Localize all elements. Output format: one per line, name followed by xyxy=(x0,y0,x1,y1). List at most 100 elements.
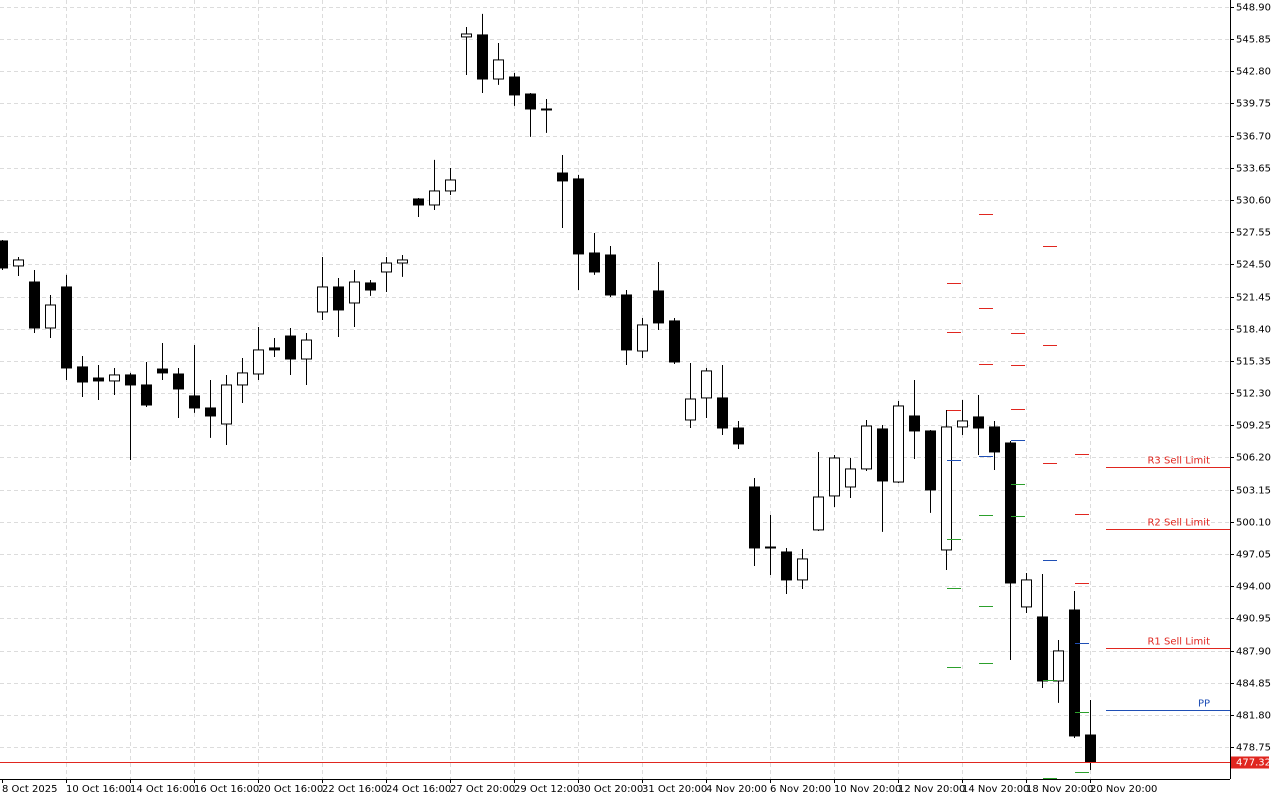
y-tick-label: 524.50 xyxy=(1236,260,1271,271)
candle-body xyxy=(669,320,680,363)
candle-body xyxy=(861,425,872,470)
candle-body xyxy=(445,179,456,192)
candle-body xyxy=(301,339,312,360)
x-tick-label: 14 Oct 16:00 xyxy=(130,784,195,795)
candle-body xyxy=(781,551,792,581)
candle-body xyxy=(365,282,376,291)
y-tick-label: 518.40 xyxy=(1236,325,1271,336)
candle-body xyxy=(909,415,920,432)
candle-body xyxy=(749,486,760,549)
candle-body xyxy=(589,252,600,273)
candle-body xyxy=(13,259,24,267)
y-tick-label: 487.90 xyxy=(1236,647,1271,658)
order-line-label: R2 Sell Limit xyxy=(1147,518,1210,529)
x-tick-label: 10 Oct 16:00 xyxy=(66,784,131,795)
candle-body xyxy=(0,240,8,269)
x-tick-label: 22 Oct 16:00 xyxy=(322,784,387,795)
candle-body xyxy=(605,254,616,296)
x-tick-label: 20 Nov 20:00 xyxy=(1090,784,1157,795)
candle-body xyxy=(1085,734,1096,763)
candle-body xyxy=(1069,609,1080,737)
candle-body xyxy=(269,347,280,351)
y-tick-label: 478.75 xyxy=(1236,743,1271,754)
y-tick-label: 512.30 xyxy=(1236,389,1271,400)
x-tick-label: 4 Nov 20:00 xyxy=(706,784,767,795)
y-tick-label: 530.60 xyxy=(1236,196,1271,207)
y-tick-label: 481.80 xyxy=(1236,711,1271,722)
candle-body xyxy=(701,370,712,399)
candle-body xyxy=(237,372,248,386)
candle-body xyxy=(829,457,840,497)
y-tick-label: 494.00 xyxy=(1236,582,1271,593)
candle-body xyxy=(29,281,40,329)
candle-body xyxy=(685,398,696,421)
y-tick-label: 484.85 xyxy=(1236,679,1271,690)
candle-body xyxy=(989,426,1000,453)
order-line-label: R3 Sell Limit xyxy=(1147,456,1210,467)
candle-body xyxy=(573,178,584,255)
candle-body xyxy=(77,366,88,383)
candle-body xyxy=(461,33,472,38)
candle-body xyxy=(429,190,440,206)
candle-body xyxy=(413,198,424,206)
candle-body xyxy=(221,384,232,425)
candle-body xyxy=(653,290,664,324)
x-tick-label: 18 Nov 20:00 xyxy=(1026,784,1093,795)
candle-body xyxy=(813,496,824,531)
x-tick-label: 6 Nov 20:00 xyxy=(770,784,831,795)
candle-body xyxy=(157,368,168,374)
candle-body xyxy=(557,172,568,182)
candle-body xyxy=(173,373,184,390)
y-tick-label: 527.55 xyxy=(1236,228,1271,239)
order-line-label: PP xyxy=(1198,699,1210,710)
candle-body xyxy=(205,407,216,417)
y-tick-label: 490.95 xyxy=(1236,614,1271,625)
candle-body xyxy=(733,427,744,445)
y-tick-label: 500.10 xyxy=(1236,518,1271,529)
candle-body xyxy=(141,384,152,406)
candle-body xyxy=(381,262,392,273)
x-tick-label: 16 Oct 16:00 xyxy=(194,784,259,795)
candle-body xyxy=(93,377,104,382)
candle-body xyxy=(1005,442,1016,584)
candle-body xyxy=(317,286,328,313)
candle-body xyxy=(797,558,808,581)
x-tick-label: 20 Oct 16:00 xyxy=(258,784,323,795)
y-tick-label: 515.35 xyxy=(1236,357,1271,368)
x-tick-label: 27 Oct 20:00 xyxy=(450,784,515,795)
candle-body xyxy=(845,468,856,488)
candle-body xyxy=(925,430,936,491)
y-tick-label: 536.70 xyxy=(1236,132,1271,143)
candle-body xyxy=(637,324,648,352)
candle-body xyxy=(493,59,504,80)
candle-body xyxy=(893,405,904,483)
candle-body xyxy=(941,426,952,551)
candle-body xyxy=(621,294,632,351)
order-line-label: R1 Sell Limit xyxy=(1147,637,1210,648)
candle-body xyxy=(397,259,408,264)
x-tick-label: 14 Nov 20:00 xyxy=(962,784,1029,795)
candle-body xyxy=(957,420,968,428)
y-tick-label: 539.75 xyxy=(1236,99,1271,110)
candle-body xyxy=(109,374,120,382)
y-tick-label: 509.25 xyxy=(1236,421,1271,432)
candle-body xyxy=(61,286,72,369)
candle-body xyxy=(285,335,296,360)
y-tick-label: 533.65 xyxy=(1236,164,1271,175)
y-tick-label: 497.05 xyxy=(1236,550,1271,561)
last-price-label: 477.32 xyxy=(1236,758,1271,769)
y-tick-label: 548.90 xyxy=(1236,3,1271,14)
candle-body xyxy=(973,416,984,429)
candle-body xyxy=(877,428,888,482)
candle-body xyxy=(333,286,344,311)
y-tick-label: 545.85 xyxy=(1236,35,1271,46)
candle-body xyxy=(1037,616,1048,682)
y-tick-label: 503.15 xyxy=(1236,486,1271,497)
candle-body xyxy=(509,76,520,96)
candle-body xyxy=(477,34,488,80)
candle-body xyxy=(1021,579,1032,608)
candle-body xyxy=(541,108,552,111)
candle-body xyxy=(525,93,536,110)
